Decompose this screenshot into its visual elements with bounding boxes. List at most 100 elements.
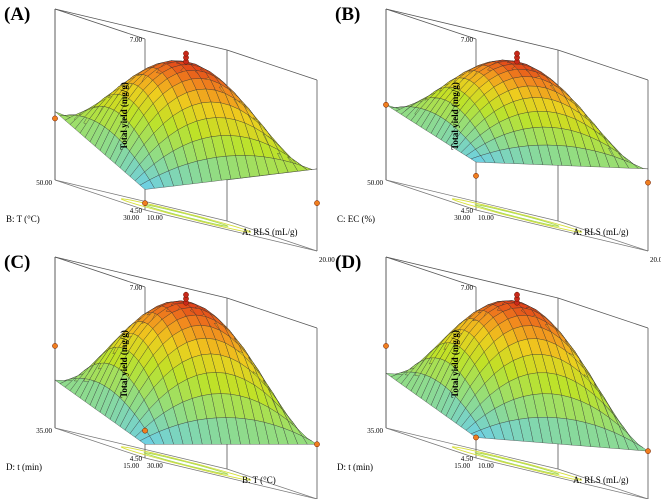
design-point (183, 50, 189, 57)
design-point (52, 115, 58, 122)
top-edge-right (226, 297, 318, 329)
surface-cell (632, 441, 649, 452)
design-point (314, 441, 320, 448)
floor-edge-front (475, 209, 649, 252)
surface-cell (302, 165, 318, 171)
floor-edge-front (144, 457, 318, 499)
design-point (314, 200, 320, 206)
floor-contour-2 (143, 204, 229, 227)
y-axis-title: D: t (min) (337, 462, 373, 472)
floor-edge-right (226, 468, 318, 499)
design-point (473, 434, 479, 441)
x-axis-title: A: RLS (mL/g) (573, 475, 629, 485)
floor-edge-back (385, 427, 559, 470)
z-tick-min: 4.50 (130, 455, 143, 463)
y-tick-max: 35.00 (36, 427, 52, 435)
design-point (52, 343, 58, 349)
floor-contour-2 (474, 452, 560, 475)
y-tick-min: 15.00 (454, 462, 470, 470)
top-edge-back (54, 8, 228, 51)
y-tick-max: 50.00 (36, 179, 52, 187)
x-tick-min: 10.00 (478, 462, 494, 470)
z-tick-max: 7.00 (461, 284, 474, 292)
top-edge-back (385, 8, 559, 51)
top-edge-left (54, 8, 146, 40)
surface-panel-2: (B) 7.00 4.50 Total yield (mg/g) 10.00 20.00 A… (335, 4, 661, 264)
floor-contour-1 (120, 198, 252, 233)
surface-mesh (385, 59, 649, 170)
design-point (183, 291, 189, 298)
z-axis-title: Total yield (mg/g) (119, 82, 129, 150)
design-point (142, 200, 148, 207)
y-tick-max: 35.00 (367, 427, 383, 435)
x-tick-min: 30.00 (147, 462, 163, 470)
y-tick-min: 15.00 (123, 462, 139, 470)
z-axis-title: Total yield (mg/g) (450, 82, 460, 150)
floor-edge-front (475, 457, 649, 499)
top-edge-left (385, 8, 477, 40)
panel-label: (A) (4, 4, 30, 25)
surface-cell (301, 435, 318, 445)
surface-mesh (385, 300, 649, 452)
top-edge-left (54, 256, 146, 288)
surface-mesh (54, 60, 318, 190)
x-tick-min: 10.00 (147, 214, 163, 222)
floor-contour-2 (143, 452, 229, 475)
design-point (142, 427, 148, 434)
top-edge-back (385, 256, 559, 299)
top-edge-right (557, 49, 649, 81)
x-tick-max: 20.00 (650, 256, 661, 264)
y-tick-min: 30.00 (454, 214, 470, 222)
z-axis-title: Total yield (mg/g) (119, 330, 129, 398)
design-point (514, 50, 520, 57)
design-point (473, 172, 479, 179)
panel-label: (D) (335, 252, 361, 273)
floor-edge-back (54, 179, 228, 222)
floor-edge-right (226, 220, 318, 252)
floor-contour-1 (451, 446, 583, 481)
design-point (383, 343, 389, 349)
z-tick-max: 7.00 (130, 284, 143, 292)
top-edge-back (54, 256, 228, 299)
floor-edge-right (557, 468, 649, 499)
floor-edge-front (144, 209, 318, 252)
floor-contour-1 (120, 446, 252, 481)
surface-mesh (54, 300, 318, 445)
y-axis-title: C: EC (%) (337, 214, 375, 224)
top-edge-right (557, 297, 649, 329)
panel-label: (B) (335, 4, 360, 25)
x-axis-title: B: T (°C) (242, 475, 276, 485)
z-tick-min: 4.50 (130, 207, 143, 215)
design-point (645, 179, 651, 186)
floor-edge-right (557, 220, 649, 252)
y-axis-title: B: T (°C) (6, 214, 40, 224)
y-axis-title: D: t (min) (6, 462, 42, 472)
floor-contour-1 (451, 198, 583, 233)
z-tick-max: 7.00 (130, 36, 143, 44)
z-tick-min: 4.50 (461, 207, 474, 215)
floor-edge-back (54, 427, 228, 470)
floor-edge-left (54, 179, 146, 211)
floor-edge-left (385, 427, 477, 459)
panel-label: (C) (4, 252, 30, 273)
top-edge-right (226, 49, 318, 81)
y-tick-max: 50.00 (367, 179, 383, 187)
z-tick-min: 4.50 (461, 455, 474, 463)
design-point (383, 101, 389, 108)
design-point (514, 291, 520, 298)
floor-contour-2 (474, 204, 560, 227)
x-axis-title: A: RLS (mL/g) (242, 227, 298, 237)
x-tick-max: 20.00 (319, 256, 335, 264)
top-edge-left (385, 256, 477, 288)
design-point (645, 448, 651, 454)
x-tick-min: 10.00 (478, 214, 494, 222)
floor-edge-back (385, 179, 559, 222)
z-tick-max: 7.00 (461, 36, 474, 44)
surface-cell (633, 163, 649, 170)
floor-edge-left (385, 179, 477, 211)
z-axis-title: Total yield (mg/g) (450, 330, 460, 398)
y-tick-min: 30.00 (123, 214, 139, 222)
surface-panel-1: (A) 7.00 4.50 Total yield (mg/g) 10.00 20.00 A… (4, 4, 335, 264)
